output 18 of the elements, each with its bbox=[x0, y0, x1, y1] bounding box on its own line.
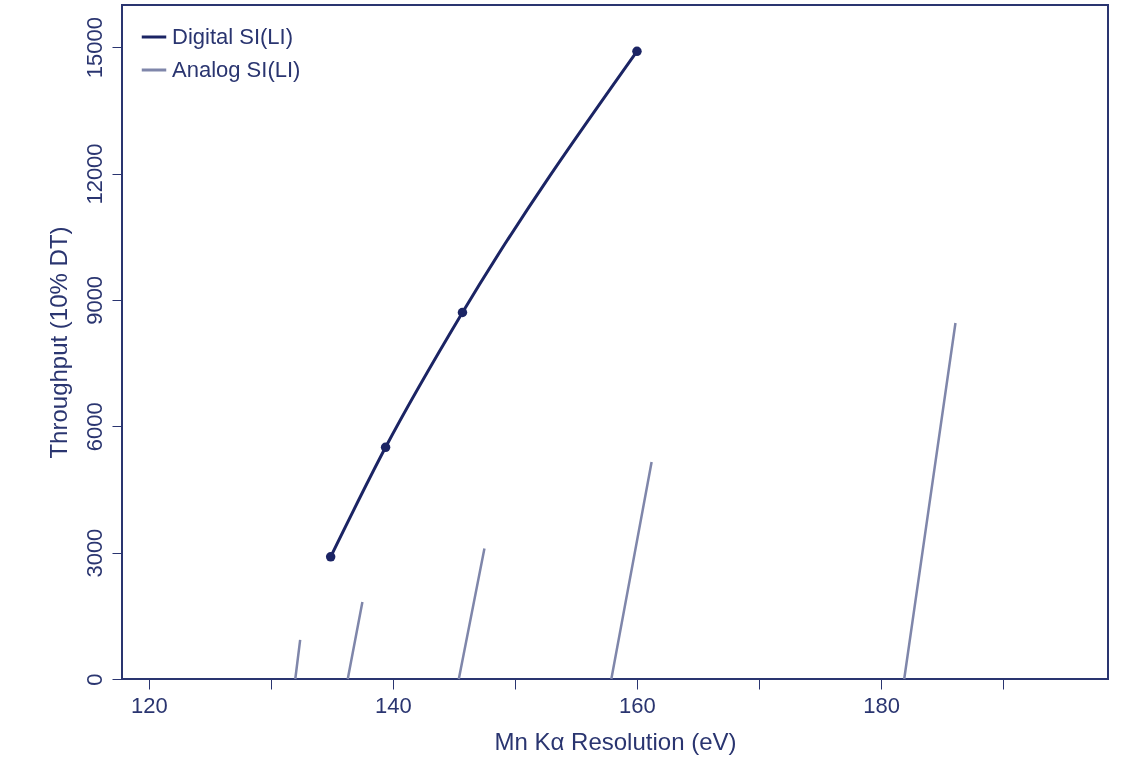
point bbox=[380, 442, 391, 453]
x-tick-label: 120 bbox=[130, 692, 168, 718]
y-tick-label: 3000 bbox=[81, 528, 107, 578]
x-axis-title: Mn Kα Resolution (eV) bbox=[494, 727, 737, 755]
legend-label: Analog SI(LI) bbox=[172, 57, 301, 82]
y-axis-title: Throughput (10% DT) bbox=[44, 226, 72, 459]
point bbox=[632, 46, 642, 57]
x-tick-label: 140 bbox=[375, 692, 412, 718]
y-tick-label: 12000 bbox=[81, 143, 107, 205]
y-tick-label: 9000 bbox=[81, 275, 107, 325]
y-tick-label: 15000 bbox=[81, 17, 107, 79]
y-tick-label: 0 bbox=[81, 673, 107, 686]
x-tick-label: 180 bbox=[863, 692, 900, 718]
point bbox=[325, 552, 336, 562]
x-tick-label: 160 bbox=[619, 692, 656, 718]
legend-label: Digital SI(LI) bbox=[172, 24, 294, 49]
point bbox=[457, 307, 468, 318]
y-tick-label: 6000 bbox=[81, 402, 107, 452]
